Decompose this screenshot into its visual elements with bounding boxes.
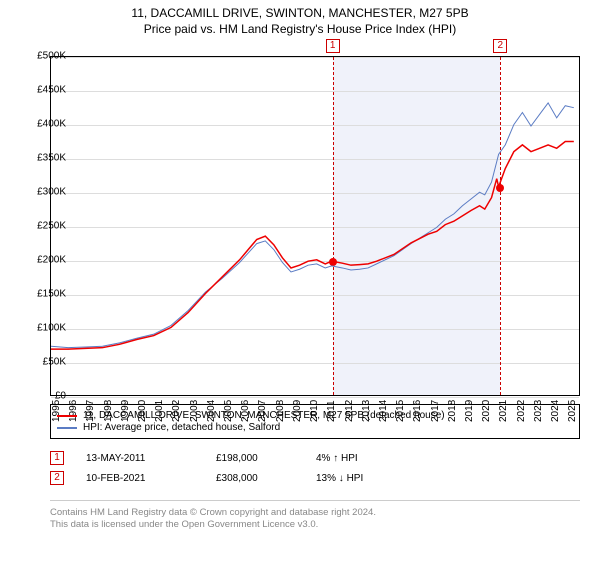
chart-title: 11, DACCAMILL DRIVE, SWINTON, MANCHESTER… bbox=[0, 6, 600, 20]
y-axis-label: £150K bbox=[37, 289, 66, 300]
chart-lines bbox=[51, 57, 579, 395]
y-axis-label: £50K bbox=[43, 357, 66, 368]
gridline-y bbox=[51, 397, 579, 398]
footer-line1: Contains HM Land Registry data © Crown c… bbox=[50, 507, 580, 519]
event-marker-box: 1 bbox=[326, 39, 340, 53]
event-number-box: 1 bbox=[50, 451, 64, 465]
footer-note: Contains HM Land Registry data © Crown c… bbox=[50, 500, 580, 532]
y-axis-label: £100K bbox=[37, 323, 66, 334]
event-row: 1 13-MAY-2011£198,0004% ↑ HPI bbox=[50, 451, 580, 465]
y-axis-label: £400K bbox=[37, 119, 66, 130]
y-axis-label: £500K bbox=[37, 51, 66, 62]
y-axis-label: £450K bbox=[37, 85, 66, 96]
event-date: 10-FEB-2021 bbox=[86, 473, 216, 484]
event-pct: 4% ↑ HPI bbox=[316, 453, 436, 464]
event-price: £198,000 bbox=[216, 453, 316, 464]
event-number-box: 2 bbox=[50, 471, 64, 485]
event-date: 13-MAY-2011 bbox=[86, 453, 216, 464]
event-marker-box: 2 bbox=[493, 39, 507, 53]
chart-subtitle: Price paid vs. HM Land Registry's House … bbox=[0, 22, 600, 36]
footer-line2: This data is licensed under the Open Gov… bbox=[50, 519, 580, 531]
legend-swatch bbox=[57, 427, 77, 429]
event-row: 2 10-FEB-2021£308,00013% ↓ HPI bbox=[50, 471, 580, 485]
legend-swatch bbox=[57, 415, 77, 417]
series-line-property bbox=[51, 142, 574, 350]
y-axis-label: £0 bbox=[55, 391, 66, 402]
legend-row: 11, DACCAMILL DRIVE, SWINTON, MANCHESTER… bbox=[57, 410, 573, 421]
y-axis-label: £300K bbox=[37, 187, 66, 198]
event-price: £308,000 bbox=[216, 473, 316, 484]
legend-label: HPI: Average price, detached house, Salf… bbox=[83, 422, 280, 433]
legend-box: 11, DACCAMILL DRIVE, SWINTON, MANCHESTER… bbox=[50, 404, 580, 439]
y-axis-label: £200K bbox=[37, 255, 66, 266]
chart-plot-area: 1995199619971998199920002001200220032004… bbox=[50, 56, 580, 396]
y-axis-label: £350K bbox=[37, 153, 66, 164]
legend-label: 11, DACCAMILL DRIVE, SWINTON, MANCHESTER… bbox=[83, 410, 445, 421]
series-line-hpi bbox=[51, 103, 574, 348]
event-table: 1 13-MAY-2011£198,0004% ↑ HPI 2 10-FEB-2021… bbox=[50, 448, 580, 491]
chart-container: 11, DACCAMILL DRIVE, SWINTON, MANCHESTER… bbox=[0, 6, 600, 566]
event-pct: 13% ↓ HPI bbox=[316, 473, 436, 484]
y-axis-label: £250K bbox=[37, 221, 66, 232]
legend-row: HPI: Average price, detached house, Salf… bbox=[57, 422, 573, 433]
